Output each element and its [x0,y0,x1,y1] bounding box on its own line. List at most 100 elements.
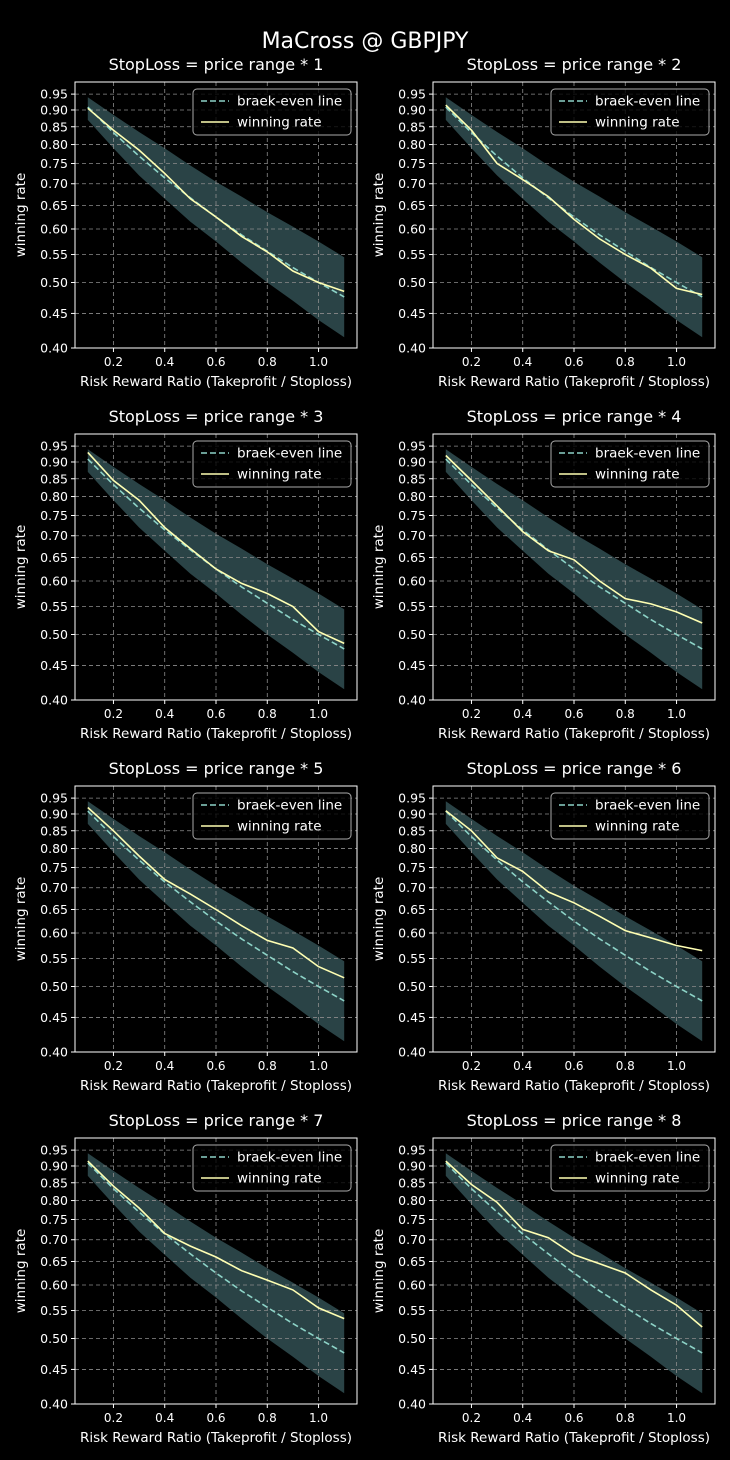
x-axis-label: Risk Reward Ratio (Takeprofit / Stoploss… [438,1078,710,1094]
legend-box [550,88,710,136]
x-tick-label: 0.4 [513,1059,532,1073]
legend: braek-even line winning rate [550,440,710,488]
winning-rate-line [87,1160,345,1320]
y-tick-label: 0.70 [40,176,68,191]
y-tick-label: 0.80 [398,137,426,152]
y-tick-label: 0.65 [398,1254,426,1269]
y-tick-label: 0.55 [398,951,426,966]
y-tick-label: 0.70 [398,176,426,191]
y-axis-label: winning rate [371,877,387,962]
subplot-8: StopLoss = price range * 8 0.2 0.4 0.6 0.8 1.… [371,1111,716,1446]
x-tick-label: 0.6 [564,707,583,721]
x-tick-label: 0.2 [104,1411,123,1425]
legend: braek-even line winning rate [192,440,352,488]
y-tick-label: 0.90 [40,806,68,821]
x-axis-label: Risk Reward Ratio (Takeprofit / Stoploss… [438,1430,710,1446]
x-tick-label: 1.0 [667,1059,686,1073]
y-tick-label: 0.40 [40,1045,68,1060]
y-axis-label: winning rate [371,1229,387,1314]
y-tick-label: 0.85 [398,823,426,838]
y-tick-label: 0.70 [398,1232,426,1247]
y-tick-label: 0.75 [398,156,426,171]
breakeven-line [445,106,703,298]
x-tick-label: 0.8 [258,707,277,721]
y-tick-label: 0.70 [40,1232,68,1247]
y-tick-label: 0.80 [398,1193,426,1208]
winning-rate-line [87,806,345,979]
y-tick-label: 0.55 [40,247,68,262]
winning-rate-line [445,810,703,952]
y-tick-label: 0.95 [398,791,426,806]
y-tick-label: 0.80 [398,841,426,856]
x-axis-label: Risk Reward Ratio (Takeprofit / Stoploss… [80,374,352,390]
y-tick-label: 0.65 [40,198,68,213]
x-tick-label: 1.0 [667,1411,686,1425]
y-tick-label: 0.95 [40,439,68,454]
y-tick-label: 0.50 [398,979,426,994]
x-tick-label: 0.4 [155,1059,174,1073]
legend: braek-even line winning rate [550,1144,710,1192]
y-tick-label: 0.85 [40,119,68,134]
y-tick-label: 0.60 [40,925,68,940]
x-axis-label: Risk Reward Ratio (Takeprofit / Stoploss… [80,1078,352,1094]
y-tick-label: 0.80 [398,489,426,504]
breakeven-line [87,106,345,298]
x-tick-label: 0.6 [206,1059,225,1073]
winning-rate-line [445,104,703,296]
x-tick-label: 0.2 [462,355,481,369]
y-tick-label: 0.65 [40,550,68,565]
y-tick-label: 0.65 [40,902,68,917]
x-tick-label: 0.8 [258,1411,277,1425]
axes-frame [74,433,358,701]
legend-box [550,792,710,840]
y-tick-label: 0.95 [398,1143,426,1158]
legend-label: winning rate [595,115,680,131]
axes-frame [432,785,716,1053]
winning-rate-line [445,1160,703,1328]
y-tick-label: 0.65 [40,1254,68,1269]
y-tick-label: 0.55 [40,1303,68,1318]
legend: braek-even line winning rate [192,88,352,136]
legend: braek-even line winning rate [192,1144,352,1192]
legend-box [550,440,710,488]
x-tick-label: 0.8 [616,1411,635,1425]
y-tick-label: 0.50 [398,627,426,642]
axes-frame [432,433,716,701]
y-tick-label: 0.80 [40,489,68,504]
y-tick-label: 0.50 [40,1331,68,1346]
y-tick-label: 0.55 [398,599,426,614]
y-tick-label: 0.75 [398,860,426,875]
y-tick-label: 0.80 [40,1193,68,1208]
y-tick-label: 0.40 [40,1397,68,1412]
legend: braek-even line winning rate [192,792,352,840]
y-tick-label: 0.75 [40,1212,68,1227]
breakeven-line [87,458,345,650]
y-tick-label: 0.50 [40,627,68,642]
x-tick-label: 0.4 [513,707,532,721]
y-tick-label: 0.60 [40,1277,68,1292]
y-tick-label: 0.45 [40,658,68,673]
y-tick-label: 0.60 [40,221,68,236]
legend-box [192,792,352,840]
x-tick-label: 0.2 [462,707,481,721]
subplot-5: StopLoss = price range * 5 0.2 0.4 0.6 0.8 1.… [13,759,358,1094]
y-tick-label: 0.90 [40,1158,68,1173]
legend-label: winning rate [237,115,322,131]
y-tick-label: 0.90 [398,454,426,469]
y-tick-label: 0.55 [40,951,68,966]
y-tick-label: 0.50 [40,275,68,290]
y-tick-label: 0.45 [398,306,426,321]
x-tick-label: 0.8 [616,707,635,721]
y-tick-label: 0.55 [398,1303,426,1318]
legend-label: winning rate [237,819,322,835]
y-axis-label: winning rate [13,525,29,610]
x-axis-label: Risk Reward Ratio (Takeprofit / Stoploss… [80,1430,352,1446]
x-tick-label: 1.0 [309,707,328,721]
axes-frame [432,81,716,349]
legend-label: braek-even line [237,446,342,462]
y-axis-label: winning rate [13,877,29,962]
x-tick-label: 0.2 [104,1059,123,1073]
subplot-2: StopLoss = price range * 2 0.2 0.4 0.6 0.8 1.… [371,55,716,390]
legend-label: winning rate [595,819,680,835]
y-tick-label: 0.90 [398,102,426,117]
